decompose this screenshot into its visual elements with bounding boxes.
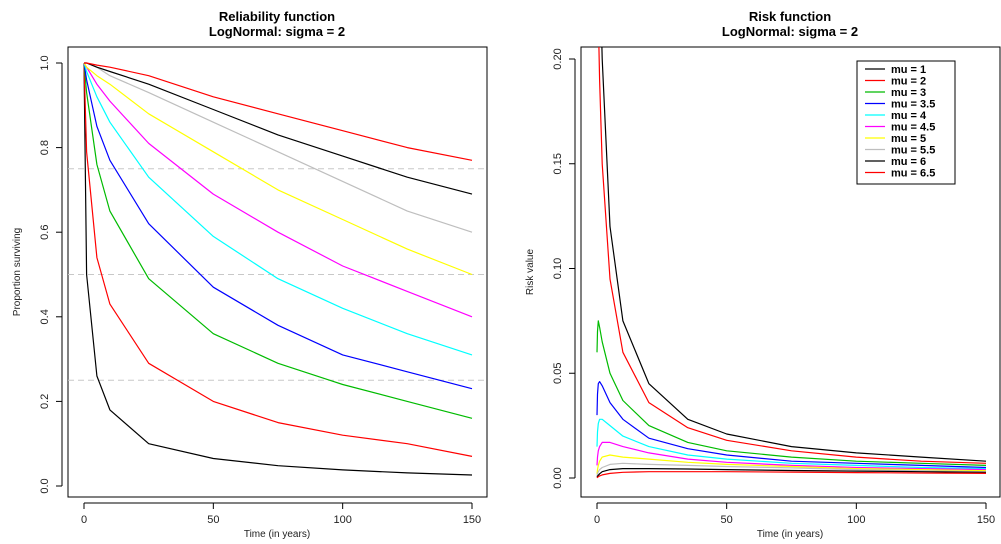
reliability-subtitle: LogNormal: sigma = 2 <box>209 24 345 39</box>
series-line-6 <box>596 441 987 471</box>
risk-panel: Risk function LogNormal: sigma = 2 0 50 10… <box>525 9 1001 540</box>
risk-x-label: Time (in years) <box>757 529 823 540</box>
reliability-series-group <box>83 62 473 476</box>
reliability-title: Reliability function <box>219 9 335 24</box>
series-line-10 <box>84 62 473 161</box>
reliability-y-label: Proportion surviving <box>12 228 23 316</box>
risk-title: Risk function <box>749 9 831 24</box>
series-line-5 <box>83 62 473 356</box>
series-line-1 <box>83 62 473 476</box>
y-tick-label: 0.20 <box>552 48 564 69</box>
reliability-y-axis: 0.0 0.2 0.4 0.6 0.8 1.0 <box>39 55 63 494</box>
legend-label: mu = 5.5 <box>891 145 935 157</box>
legend-label: mu = 1 <box>891 64 926 76</box>
legend-label: mu = 6.5 <box>891 168 935 180</box>
y-tick-label: 0.2 <box>39 394 51 409</box>
risk-x-axis: 0 50 100 150 <box>594 502 995 526</box>
series-line-10 <box>596 471 987 479</box>
y-tick-label: 0.10 <box>552 258 564 279</box>
series-line-8 <box>84 62 473 233</box>
x-tick-label: 150 <box>463 514 481 526</box>
series-line-2 <box>598 47 987 464</box>
legend-label: mu = 4 <box>891 110 927 122</box>
y-tick-label: 0.6 <box>39 225 51 240</box>
series-line-9 <box>596 468 987 478</box>
risk-y-axis: 0.00 0.05 0.10 0.15 0.20 <box>552 48 576 489</box>
legend-label: mu = 4.5 <box>891 122 935 134</box>
legend-label: mu = 3 <box>891 87 926 99</box>
y-tick-label: 0.4 <box>39 309 51 324</box>
series-line-2 <box>83 62 473 457</box>
legend-label: mu = 5 <box>891 133 926 145</box>
legend-box <box>856 60 956 185</box>
series-line-8 <box>596 462 987 477</box>
x-tick-label: 50 <box>207 514 219 526</box>
legend-label: mu = 2 <box>891 76 926 88</box>
y-tick-label: 0.15 <box>552 153 564 174</box>
y-tick-label: 0.8 <box>39 140 51 155</box>
series-line-3 <box>596 320 987 466</box>
risk-plot-frame <box>580 46 1001 498</box>
reliability-reference-lines <box>68 168 487 381</box>
x-tick-label: 150 <box>977 514 995 526</box>
series-line-7 <box>83 62 473 276</box>
series-line-5 <box>596 418 987 470</box>
y-tick-label: 0.00 <box>552 467 564 488</box>
series-line-9 <box>84 62 473 195</box>
series-line-7 <box>596 454 987 474</box>
risk-y-label: Risk value <box>525 249 536 296</box>
reliability-plot-frame <box>67 46 488 498</box>
y-tick-label: 1.0 <box>39 55 51 70</box>
risk-legend: mu = 1mu = 2mu = 3mu = 3.5mu = 4mu = 4.5… <box>856 60 956 185</box>
legend-label: mu = 6 <box>891 156 926 168</box>
reliability-x-axis: 0 50 100 150 <box>81 502 481 526</box>
x-tick-label: 50 <box>721 514 733 526</box>
risk-series-group <box>596 47 987 479</box>
x-tick-label: 100 <box>847 514 865 526</box>
reliability-x-label: Time (in years) <box>244 529 310 540</box>
series-line-3 <box>83 62 473 419</box>
x-tick-label: 0 <box>81 514 87 526</box>
series-line-1 <box>601 47 987 462</box>
series-line-4 <box>596 381 987 469</box>
y-tick-label: 0.05 <box>552 363 564 384</box>
y-tick-label: 0.0 <box>39 478 51 493</box>
x-tick-label: 0 <box>594 514 600 526</box>
series-line-6 <box>83 62 473 318</box>
series-line-4 <box>83 62 473 390</box>
x-tick-label: 100 <box>333 514 351 526</box>
reliability-panel: Reliability function LogNormal: sigma = … <box>12 9 488 540</box>
risk-subtitle: LogNormal: sigma = 2 <box>722 24 858 39</box>
legend-label: mu = 3.5 <box>891 99 935 111</box>
